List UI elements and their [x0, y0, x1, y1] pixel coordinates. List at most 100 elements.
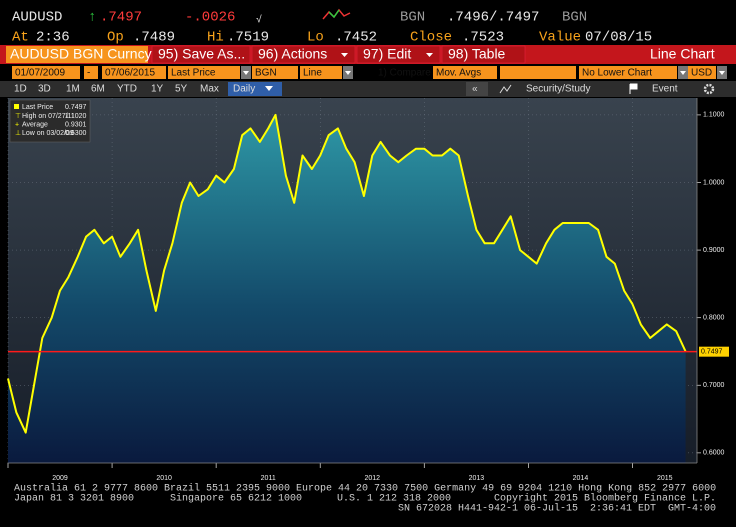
- y-tick-label: 0.8000: [703, 315, 725, 322]
- setting-field[interactable]: USD: [691, 68, 712, 79]
- toolbar-button[interactable]: 95) Save As...: [158, 46, 245, 62]
- setting-field[interactable]: Line: [303, 68, 322, 79]
- period-button[interactable]: 6M: [91, 84, 105, 95]
- toolbar-button[interactable]: 98) Table: [448, 46, 506, 62]
- legend-name: Average: [22, 121, 48, 128]
- setting-field[interactable]: 1) Compare: [378, 68, 431, 79]
- frequency[interactable]: Daily: [233, 84, 255, 95]
- y-tick-label: 0.9000: [703, 247, 725, 254]
- dropdown-arrow: [680, 71, 686, 75]
- field-value: 2:36: [36, 30, 70, 46]
- x-tick-label: 2010: [156, 475, 172, 482]
- field-label: Close: [410, 30, 452, 46]
- footer-line: Australia 61 2 9777 8600 Brazil 5511 239…: [14, 483, 716, 495]
- y-tick-label: 1.0000: [703, 179, 725, 186]
- area: [8, 114, 686, 464]
- field-box[interactable]: [433, 66, 497, 79]
- legend-name: Low on 03/02/09: [22, 130, 74, 137]
- range-bar: [0, 81, 736, 97]
- dropdown-arrow: [345, 71, 351, 75]
- field-label: At: [12, 30, 29, 46]
- settings-row: 01/07/2009 - 07/06/2015 Last Price BGN Line 1)…: [12, 66, 727, 79]
- setting-field[interactable]: No Lower Chart: [582, 68, 652, 79]
- x-tick-label: 2015: [657, 475, 673, 482]
- legend-value: 0.9301: [65, 121, 87, 128]
- field-box[interactable]: [300, 66, 342, 79]
- up-arrow: ↑: [88, 10, 96, 26]
- legend-name: High on 07/27/11: [22, 113, 75, 120]
- period-button[interactable]: 1Y: [151, 84, 164, 95]
- field-label: Op: [107, 30, 124, 46]
- dropdown-arrow: [265, 86, 273, 91]
- footer-item: Singapore 65 6212 1000: [170, 493, 302, 505]
- period-button[interactable]: Max: [200, 84, 219, 95]
- field-box[interactable]: [102, 66, 166, 79]
- setting-field[interactable]: BGN: [255, 68, 277, 79]
- period-button[interactable]: 3D: [38, 84, 51, 95]
- period-button[interactable]: 5Y: [175, 84, 188, 95]
- setting-field[interactable]: -: [87, 68, 90, 79]
- gear-icon[interactable]: [703, 83, 715, 95]
- last-value-tag: [699, 346, 729, 357]
- footer-item: Japan 81 3 3201 8900: [14, 494, 134, 505]
- legend-name: Last Price: [22, 104, 53, 111]
- field-value: .7452: [335, 30, 377, 46]
- axes: 0.6000 0.7000 0.8000 0.9000 1.0000 1.1000 2009…: [7, 98, 729, 482]
- field-value: .7519: [227, 30, 269, 46]
- field-box[interactable]: [84, 66, 98, 79]
- setting-field[interactable]: 01/07/2009: [15, 68, 65, 79]
- toolbar-button-box[interactable]: [441, 45, 526, 64]
- period-button[interactable]: 1M: [66, 84, 80, 95]
- source: BGN: [400, 10, 425, 26]
- dropdown-arrow: [719, 71, 725, 75]
- setting-field[interactable]: Last Price: [171, 68, 216, 79]
- back-box[interactable]: [466, 82, 488, 96]
- period-buttons: 1D 3D 1M 6M YTD 1Y 5Y Max: [14, 84, 219, 95]
- security[interactable]: AUDUSD BGN Curncy: [10, 46, 152, 62]
- back-button[interactable]: «: [472, 84, 478, 95]
- period-button[interactable]: 1D: [14, 84, 27, 95]
- y-tick-label: 0.7000: [703, 382, 725, 389]
- field-box[interactable]: [500, 66, 576, 79]
- setting-field[interactable]: 07/06/2015: [105, 68, 155, 79]
- toolbar-buttons: 95) Save As... 96) Actions 97) Edit 98) Tab…: [151, 45, 526, 64]
- field-value: .7489: [133, 30, 175, 46]
- toolbar-button-box[interactable]: [151, 45, 251, 64]
- field-box[interactable]: [252, 66, 298, 79]
- legend: Last Price 0.7497 ⊤ High on 07/27/111.1020 +…: [9, 99, 91, 143]
- dropdown-arrow: [426, 53, 433, 57]
- dropdown-arrow: [341, 53, 348, 57]
- toolbar-button[interactable]: 96) Actions: [258, 46, 327, 62]
- field-label: Hi: [207, 30, 224, 46]
- view-name: Line Chart: [650, 46, 715, 62]
- field-box[interactable]: [688, 66, 716, 79]
- security-study[interactable]: Security/Study: [526, 84, 590, 95]
- legend-symbol: +: [15, 121, 19, 128]
- source: BGN: [562, 10, 587, 26]
- toolbar-button-box[interactable]: [356, 45, 441, 64]
- flag-icon: [629, 83, 638, 94]
- footer-item: Copyright 2015 Bloomberg Finance L.P.: [494, 493, 716, 505]
- field-value: .7523: [462, 30, 504, 46]
- field-box[interactable]: [579, 66, 677, 79]
- x-tick-label: 2009: [52, 475, 68, 482]
- toolbar-button-box[interactable]: [251, 45, 356, 64]
- net-change: -.0026: [185, 10, 235, 26]
- dropdown-arrow: [243, 71, 249, 75]
- price-line: [7, 113, 687, 434]
- field-box[interactable]: [168, 66, 240, 79]
- field-box[interactable]: [12, 66, 80, 79]
- security-box[interactable]: [6, 46, 148, 63]
- event[interactable]: Event: [652, 84, 678, 95]
- legend-value: 0.6300: [65, 130, 87, 137]
- frequency-box[interactable]: [228, 82, 282, 96]
- x-tick-label: 2011: [261, 475, 276, 482]
- spark-icon: [328, 9, 340, 19]
- period-button[interactable]: YTD: [117, 84, 137, 95]
- last-price: .7497: [100, 10, 142, 26]
- toolbar-button[interactable]: 97) Edit: [363, 46, 411, 62]
- marks: [7, 113, 697, 464]
- setting-field[interactable]: Mov. Avgs: [436, 68, 481, 79]
